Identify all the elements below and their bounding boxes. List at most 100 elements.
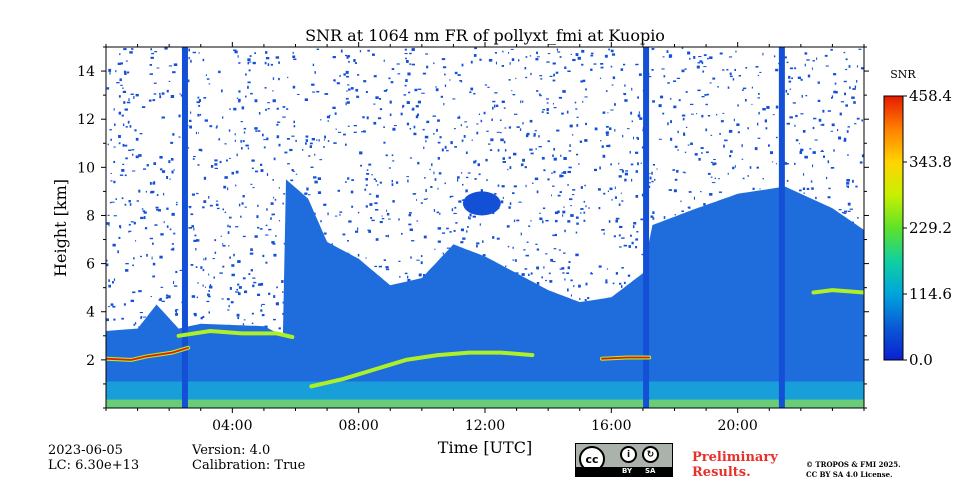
- noise-speckle: [392, 160, 395, 162]
- noise-speckle: [153, 82, 157, 84]
- noise-speckle: [161, 92, 165, 95]
- noise-speckle: [414, 88, 418, 92]
- noise-speckle: [166, 89, 169, 93]
- aerosol-layers: [106, 288, 864, 389]
- noise-speckle: [206, 300, 210, 303]
- noise-speckle: [409, 52, 412, 55]
- noise-speckle: [663, 216, 666, 219]
- noise-speckle: [711, 182, 716, 184]
- noise-speckle: [712, 162, 716, 166]
- noise-speckle: [132, 153, 134, 156]
- noise-speckle: [388, 218, 391, 220]
- noise-speckle: [734, 165, 736, 168]
- noise-speckle: [291, 169, 294, 171]
- noise-speckle: [553, 107, 557, 109]
- noise-speckle: [238, 98, 241, 102]
- noise-speckle: [190, 111, 192, 114]
- noise-speckle: [234, 133, 236, 136]
- noise-speckle: [651, 171, 653, 175]
- noise-speckle: [265, 57, 270, 60]
- noise-speckle: [709, 82, 712, 84]
- noise-speckle: [703, 203, 706, 206]
- noise-speckle: [615, 219, 618, 223]
- noise-speckle: [444, 84, 447, 87]
- noise-speckle: [131, 48, 134, 50]
- noise-speckle: [385, 89, 388, 91]
- noise-speckle: [433, 171, 435, 175]
- noise-speckle: [826, 176, 828, 180]
- noise-speckle: [407, 278, 411, 282]
- noise-speckle: [149, 237, 154, 240]
- noise-speckle: [153, 162, 156, 165]
- noise-speckle: [170, 158, 174, 161]
- noise-speckle: [409, 157, 412, 159]
- noise-speckle: [757, 97, 760, 99]
- noise-speckle: [122, 87, 124, 89]
- noise-speckle: [152, 275, 155, 278]
- noise-speckle: [575, 216, 579, 219]
- noise-speckle: [134, 129, 137, 132]
- noise-speckle: [775, 68, 779, 72]
- noise-speckle: [120, 84, 123, 86]
- noise-speckle: [494, 92, 498, 94]
- noise-speckle: [855, 185, 858, 188]
- noise-speckle: [846, 130, 849, 133]
- noise-speckle: [742, 87, 747, 90]
- noise-speckle: [426, 198, 428, 200]
- noise-speckle: [480, 189, 483, 193]
- noise-speckle: [487, 86, 490, 88]
- noise-speckle: [536, 248, 540, 251]
- noise-speckle: [331, 243, 333, 245]
- noise-speckle: [424, 177, 426, 179]
- noise-speckle: [827, 196, 831, 199]
- noise-speckle: [171, 212, 175, 216]
- noise-speckle: [812, 60, 815, 62]
- noise-speckle: [122, 163, 125, 165]
- noise-speckle: [482, 254, 486, 257]
- noise-speckle: [433, 62, 435, 65]
- noise-speckle: [558, 96, 562, 99]
- noise-speckle: [820, 124, 824, 126]
- noise-speckle: [490, 138, 494, 142]
- noise-speckle: [497, 149, 500, 152]
- noise-speckle: [662, 112, 665, 115]
- cc-license-badge[interactable]: cc i ↻ BY SA: [575, 443, 673, 477]
- noise-speckle: [762, 108, 766, 111]
- noise-speckle: [660, 95, 664, 99]
- noise-speckle: [536, 51, 538, 55]
- noise-speckle: [452, 98, 456, 100]
- noise-speckle: [282, 291, 284, 293]
- noise-speckle: [332, 106, 336, 109]
- noise-speckle: [540, 78, 543, 80]
- noise-speckle: [710, 161, 713, 164]
- noise-speckle: [681, 69, 685, 73]
- noise-speckle: [407, 72, 411, 76]
- colorbar-tick-label: 114.6: [909, 285, 952, 303]
- noise-speckle: [553, 170, 556, 174]
- noise-speckle: [188, 48, 190, 52]
- noise-speckle: [633, 136, 634, 140]
- noise-speckle: [684, 68, 687, 70]
- noise-speckle: [133, 323, 135, 326]
- noise-speckle: [635, 195, 639, 198]
- noise-speckle: [857, 217, 859, 219]
- noise-speckle: [794, 162, 796, 165]
- noise-speckle: [128, 223, 131, 226]
- noise-speckle: [249, 55, 252, 57]
- noise-speckle: [169, 178, 171, 180]
- noise-speckle: [839, 112, 842, 116]
- noise-speckle: [754, 147, 758, 151]
- noise-speckle: [244, 290, 248, 294]
- noise-speckle: [377, 117, 382, 120]
- noise-speckle: [620, 192, 622, 194]
- vertical-signal-column: [778, 47, 785, 408]
- noise-speckle: [844, 210, 848, 213]
- noise-speckle: [830, 167, 835, 169]
- noise-speckle: [113, 215, 117, 217]
- noise-speckle: [598, 207, 601, 210]
- noise-speckle: [719, 52, 723, 55]
- noise-speckle: [345, 54, 347, 57]
- noise-speckle: [277, 121, 281, 123]
- noise-speckle: [508, 206, 511, 209]
- noise-speckle: [413, 132, 417, 136]
